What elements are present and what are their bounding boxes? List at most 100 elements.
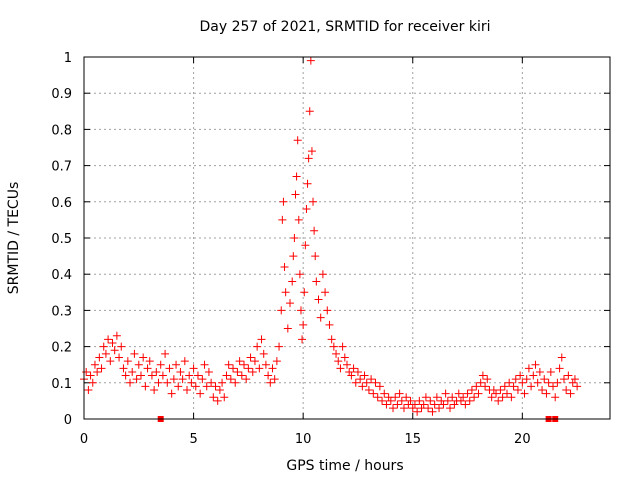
- data-point: [106, 357, 115, 366]
- y-tick-label: 0.7: [51, 160, 72, 175]
- data-point: [382, 400, 391, 409]
- data-point: [456, 396, 465, 405]
- data-point: [290, 234, 299, 242]
- data-point: [367, 375, 376, 384]
- data-point: [502, 389, 511, 398]
- data-point: [358, 382, 367, 391]
- data-point: [389, 404, 398, 413]
- data-point: [278, 215, 287, 224]
- data-point: [360, 371, 369, 380]
- data-point: [476, 378, 485, 387]
- data-point: [347, 371, 356, 380]
- data-point: [364, 386, 373, 395]
- data-point: [220, 393, 229, 402]
- data-point: [95, 353, 104, 362]
- data-point: [268, 364, 277, 373]
- data-point: [362, 378, 371, 387]
- data-point: [432, 393, 441, 402]
- data-point: [237, 371, 246, 380]
- data-point: [259, 349, 268, 358]
- data-point: [351, 378, 360, 387]
- data-point: [316, 313, 325, 322]
- data-point: [233, 367, 242, 376]
- data-point: [180, 357, 189, 366]
- data-point: [242, 375, 251, 384]
- data-point: [246, 353, 255, 362]
- data-point: [112, 331, 121, 340]
- data-point: [448, 393, 457, 402]
- data-point: [538, 386, 547, 395]
- data-point: [529, 371, 538, 380]
- y-tick-label: 0.1: [51, 377, 72, 392]
- data-point: [564, 371, 573, 380]
- data-point: [134, 360, 143, 369]
- data-point: [283, 324, 292, 333]
- data-point: [200, 360, 209, 369]
- data-point: [261, 360, 270, 369]
- x-tick-label: 10: [295, 432, 312, 447]
- data-point: [303, 179, 312, 188]
- data-point: [115, 353, 124, 362]
- data-point: [546, 367, 555, 376]
- data-point: [196, 389, 205, 398]
- data-point: [281, 288, 290, 297]
- data-point: [570, 375, 579, 384]
- data-point: [356, 375, 365, 384]
- axis-ticks: 0 5 10 15 20 0 0.1 0.2 0.3 0.4 0.5 0.6 0.7 0.8 0.9 1: [51, 51, 610, 447]
- data-point: [121, 371, 130, 380]
- data-point: [415, 396, 424, 405]
- data-point: [156, 360, 165, 369]
- data-point: [239, 360, 248, 369]
- data-point: [288, 277, 297, 286]
- data-point: [167, 389, 176, 398]
- data-point: [270, 375, 279, 384]
- data-point: [459, 393, 468, 402]
- data-point: [533, 378, 542, 387]
- data-point: [291, 190, 300, 199]
- data-point: [334, 357, 343, 366]
- data-point: [340, 353, 349, 362]
- data-point: [213, 396, 222, 405]
- data-point: [169, 375, 178, 384]
- data-point: [161, 349, 170, 358]
- data-point: [318, 270, 327, 279]
- data-point: [402, 393, 411, 402]
- data-point: [470, 393, 479, 402]
- data-point: [302, 205, 311, 214]
- data-point: [323, 306, 332, 315]
- data-point: [101, 349, 110, 358]
- data-point: [207, 378, 216, 387]
- data-point: [544, 378, 553, 387]
- y-tick-label: 0.4: [51, 268, 72, 283]
- data-point: [553, 378, 562, 387]
- data-point: [304, 154, 313, 163]
- x-tick-label: 5: [189, 432, 197, 447]
- data-point: [397, 396, 406, 405]
- data-point: [280, 262, 289, 271]
- data-point: [292, 172, 301, 181]
- data-point: [84, 386, 93, 395]
- data-point: [286, 299, 295, 308]
- x-tick-label: 20: [514, 432, 531, 447]
- data-point: [165, 364, 174, 373]
- data-point: [349, 364, 358, 373]
- data-point: [395, 389, 404, 398]
- data-point: [369, 389, 378, 398]
- data-point: [309, 197, 318, 206]
- data-point: [99, 342, 108, 351]
- data-point: [277, 306, 286, 315]
- data-point: [123, 357, 132, 366]
- data-point: [494, 396, 503, 405]
- data-point: [193, 371, 202, 380]
- data-point: [487, 393, 496, 402]
- data-point: [229, 364, 238, 373]
- data-point: [183, 386, 192, 395]
- data-point: [150, 386, 159, 395]
- y-tick-label: 0.6: [51, 196, 72, 211]
- data-point: [82, 367, 91, 376]
- data-point: [218, 378, 227, 387]
- data-point: [507, 393, 516, 402]
- data-point: [248, 367, 257, 376]
- data-point: [185, 371, 194, 380]
